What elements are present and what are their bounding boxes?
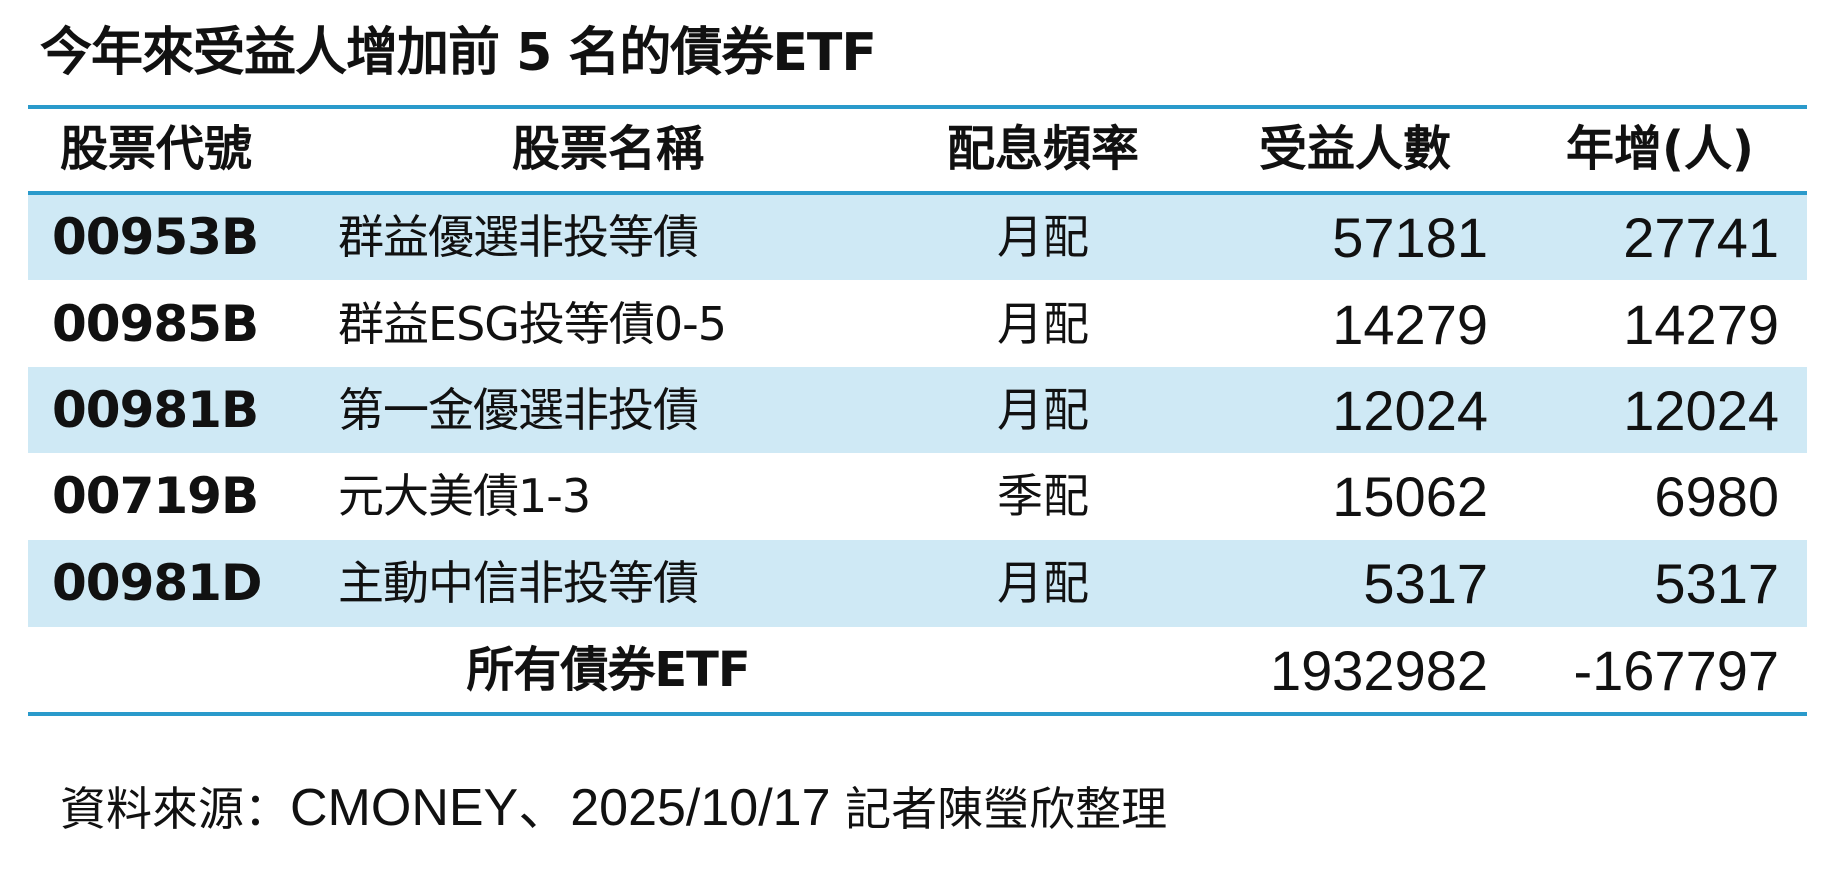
row-yoy: 5317	[1654, 552, 1779, 615]
row-beneficiaries: 12024	[1332, 379, 1488, 442]
row-yoy: 14279	[1623, 293, 1779, 356]
row-name: 元大美債1-3	[338, 469, 591, 523]
page-title: 今年來受益人增加前 5 名的債券ETF	[40, 23, 877, 83]
row-beneficiaries: 57181	[1332, 206, 1488, 269]
row-name: 主動中信非投等債	[338, 556, 699, 610]
row-code: 00953B	[52, 208, 259, 266]
top-divider	[28, 105, 1807, 109]
row-beneficiaries: 15062	[1332, 465, 1488, 528]
source-name-date: CMONEY、2025/10/17	[290, 779, 831, 837]
row-name: 第一金優選非投債	[338, 383, 699, 437]
row-code: 00981B	[52, 381, 259, 439]
source-credit: 記者陳瑩欣整理	[830, 782, 1168, 836]
row-band-5	[28, 540, 1807, 627]
row-frequency: 月配	[997, 297, 1089, 351]
header-frequency: 配息頻率	[946, 121, 1139, 177]
row-band-1	[28, 195, 1807, 280]
total-label: 所有債券ETF	[466, 642, 750, 698]
row-frequency: 月配	[997, 556, 1089, 610]
row-code: 00985B	[52, 295, 259, 353]
row-beneficiaries: 5317	[1363, 552, 1488, 615]
row-beneficiaries: 14279	[1332, 293, 1488, 356]
row-band-3	[28, 367, 1807, 453]
header-yoy: 年增(人)	[1566, 121, 1754, 177]
header-divider	[28, 191, 1807, 195]
header-beneficiaries: 受益人數	[1258, 121, 1451, 177]
row-name: 群益ESG投等債0-5	[338, 297, 727, 351]
total-beneficiaries: 1932982	[1269, 639, 1488, 702]
row-yoy: 12024	[1623, 379, 1779, 442]
header-name: 股票名稱	[511, 121, 704, 177]
row-yoy: 27741	[1623, 206, 1779, 269]
row-code: 00981D	[52, 554, 262, 612]
header-code: 股票代號	[60, 121, 253, 177]
row-name: 群益優選非投等債	[338, 210, 699, 264]
source-note: 資料來源：CMONEY、2025/10/17 記者陳瑩欣整理	[60, 768, 1167, 849]
row-frequency: 月配	[997, 383, 1089, 437]
row-yoy: 6980	[1654, 465, 1779, 528]
row-frequency: 月配	[997, 210, 1089, 264]
bottom-divider	[28, 712, 1807, 716]
row-frequency: 季配	[997, 469, 1089, 523]
row-code: 00719B	[52, 467, 259, 525]
total-yoy: -167797	[1573, 639, 1779, 702]
source-prefix: 資料來源：	[60, 782, 290, 836]
